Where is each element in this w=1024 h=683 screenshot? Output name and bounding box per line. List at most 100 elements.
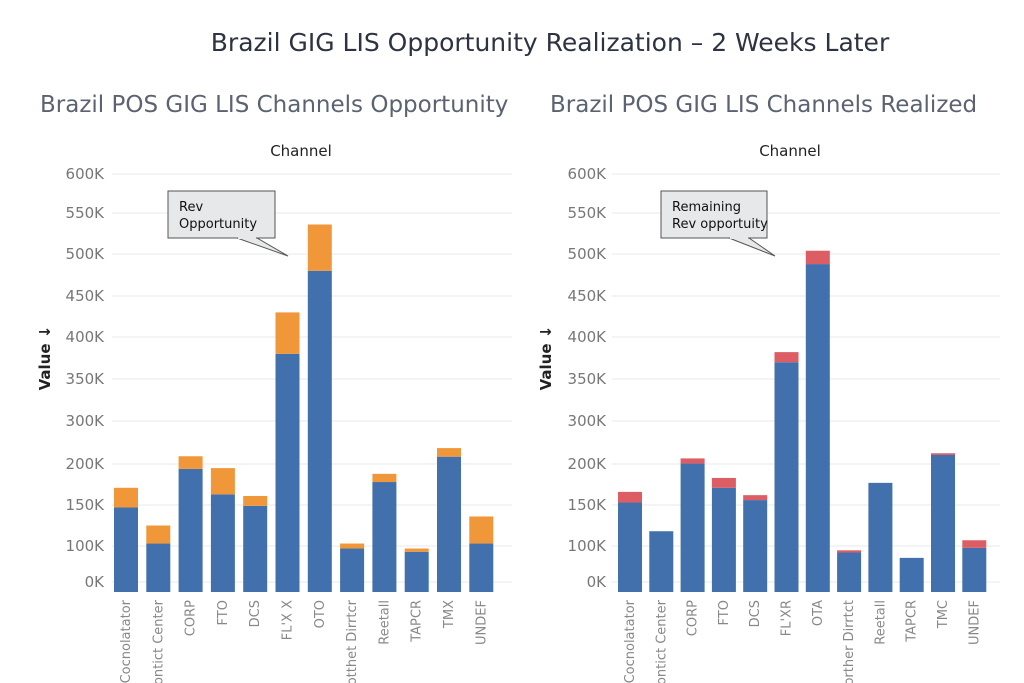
x-tick-label: ontict Center — [151, 599, 166, 683]
bar-opportunity — [307, 224, 332, 271]
bar-opportunity — [469, 516, 494, 544]
bar-realized — [404, 551, 429, 592]
x-tick-label: CORP — [184, 600, 199, 636]
bar-realized — [680, 463, 705, 592]
bar-realized — [340, 548, 365, 592]
x-tick-label: TMC — [936, 600, 951, 629]
bar-realized — [146, 543, 171, 592]
y-tick-label: 150K — [568, 496, 608, 514]
bar-opportunity — [340, 543, 365, 549]
bar-opportunity — [404, 548, 429, 552]
callout-pointer — [728, 237, 776, 257]
y-tick-label: 600K — [568, 165, 608, 183]
bar-realized — [962, 547, 987, 592]
bar-remaining — [680, 458, 705, 464]
x-tick-label: Reetall — [377, 600, 392, 645]
y-tick-label: 550K — [66, 204, 106, 222]
bar-realized — [743, 500, 768, 592]
bar-opportunity — [275, 312, 300, 354]
x-tick-label: orther Dirrtct — [842, 600, 857, 683]
y-tick-label: 300K — [66, 412, 106, 430]
bar-realized — [931, 454, 955, 592]
bar-realized — [210, 494, 235, 592]
x-tick-label: Cocnolatator — [119, 599, 134, 683]
bar-realized — [307, 270, 332, 592]
y-axis-title: Value ↓ — [36, 326, 54, 391]
y-tick-label: 100K — [66, 537, 106, 555]
bar-realized — [372, 482, 397, 592]
y-tick-label: 600K — [66, 165, 106, 183]
y-tick-label: 200K — [568, 455, 608, 473]
y-tick-label: 500K — [66, 245, 106, 263]
opportunity-chart-panel: Brazil POS GIG LIS Channels Opportunity … — [36, 92, 512, 683]
y-tick-label: 450K — [66, 287, 106, 305]
bar-realized — [649, 531, 674, 592]
bar-realized — [868, 482, 893, 592]
x-tick-label: otthet Dirrtcr — [345, 599, 360, 683]
x-tick-label: OTA — [811, 600, 826, 626]
y-tick-label: 0K — [85, 573, 106, 591]
callout-text: Opportunity — [179, 217, 257, 232]
x-tick-label: FL'XR — [780, 600, 795, 636]
bar-opportunity — [437, 448, 461, 457]
y-tick-label: 350K — [66, 370, 106, 388]
y-axis-title: Value ↓ — [537, 326, 555, 391]
x-tick-label: FTO — [216, 600, 231, 625]
y-tick-label: 500K — [568, 245, 608, 263]
x-tick-label: Cocnolatator — [623, 599, 638, 683]
y-tick-label: 200K — [66, 455, 106, 473]
x-tick-label: OTO — [313, 600, 328, 628]
x-axis-title: Channel — [270, 142, 332, 160]
y-tick-label: 400K — [568, 328, 608, 346]
bar-opportunity — [178, 456, 203, 469]
bar-realized — [437, 456, 461, 592]
callout-box — [167, 190, 276, 239]
x-tick-label: TMX — [442, 600, 457, 629]
x-tick-label: DCS — [248, 600, 263, 627]
realized-chart-title: Brazil POS GIG LIS Channels Realized — [550, 92, 978, 118]
main-title: Brazil GIG LIS Opportunity Realization –… — [210, 28, 890, 57]
realized-chart: 0K 100K 150K 200K 300K 350K 400K 450K 500K 550K 60… — [537, 142, 1000, 683]
callout-box — [660, 190, 768, 239]
bar-opportunity — [146, 525, 171, 544]
x-tick-label: UNDEF — [967, 600, 982, 645]
y-tick-label: 350K — [568, 370, 608, 388]
callout-pointer — [236, 237, 289, 257]
y-tick-label: 300K — [568, 412, 608, 430]
y-tick-label: 0K — [587, 573, 608, 591]
y-tick-label: 400K — [66, 328, 106, 346]
opportunity-chart-title: Brazil POS GIG LIS Channels Opportunity — [40, 92, 509, 118]
x-tick-label: FTO — [717, 600, 732, 625]
bar-opportunity — [372, 473, 397, 483]
bar-realized — [618, 502, 642, 592]
bar-remaining — [805, 250, 830, 265]
x-tick-label: FL'X X — [281, 600, 296, 640]
bar-realized — [711, 487, 736, 592]
bar-opportunity — [114, 487, 138, 508]
bar-remaining — [618, 491, 642, 503]
bar-realized — [469, 543, 494, 592]
bar-opportunity — [243, 495, 268, 506]
bar-remaining — [962, 540, 987, 548]
bar-realized — [275, 353, 300, 592]
bar-realized — [899, 557, 924, 592]
x-tick-label: UNDEF — [474, 600, 489, 645]
bar-realized — [805, 264, 830, 592]
x-tick-label: CORP — [686, 600, 701, 636]
y-tick-label: 100K — [568, 537, 608, 555]
bar-realized — [114, 507, 138, 592]
y-tick-label: 550K — [568, 204, 608, 222]
bar-remaining — [774, 352, 799, 363]
x-tick-label: DCS — [748, 600, 763, 627]
bar-realized — [837, 552, 862, 592]
realized-chart-panel: Brazil POS GIG LIS Channels Realized 0K 1… — [512, 0, 1024, 683]
callout-text: Remaining — [672, 200, 741, 215]
bar-realized — [243, 505, 268, 592]
bar-opportunity — [210, 468, 235, 495]
x-tick-label: TAPCR — [905, 600, 920, 643]
plot-area: 0K 100K 150K 200K 300K 350K 400K 450K 500K 550K 60… — [537, 142, 1000, 683]
plot-area: 0K 100K 150K 200K 300K 350K 400K 450K 500K 550K 60… — [36, 142, 512, 683]
y-tick-label: 450K — [568, 287, 608, 305]
bar-remaining — [931, 453, 955, 455]
x-tick-label: Reetall — [873, 600, 888, 645]
